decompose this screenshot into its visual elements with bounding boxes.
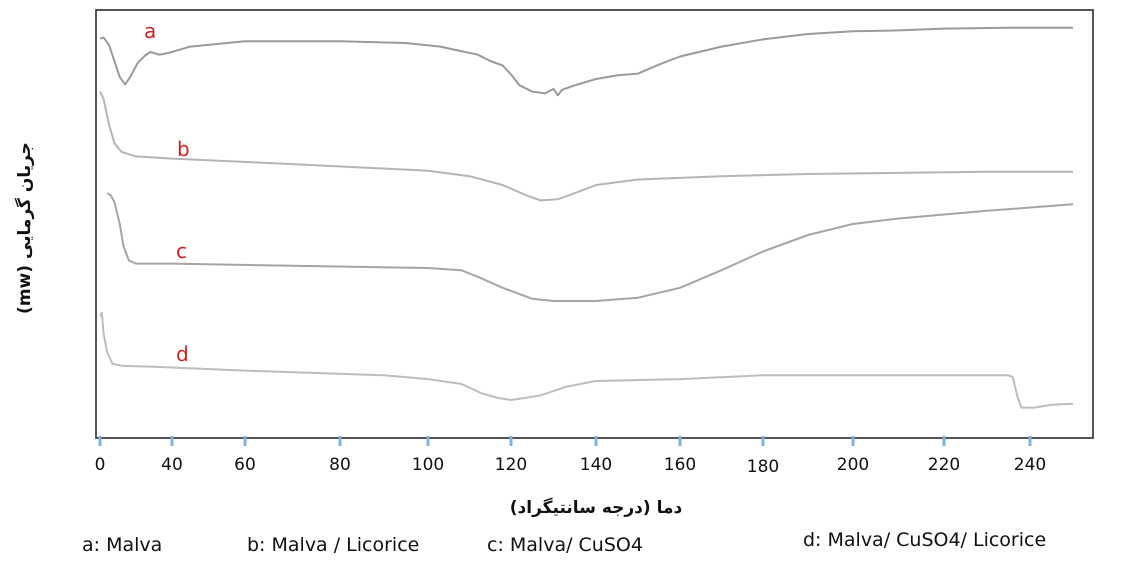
x-tick-label: 160 xyxy=(664,455,696,475)
curve-label-b: b xyxy=(177,137,190,161)
y-axis-title: جریان گرمایی (mw) xyxy=(14,142,35,314)
x-tick-label: 180 xyxy=(747,457,779,477)
x-tick-label: 40 xyxy=(161,455,183,475)
plot-frame xyxy=(95,9,1094,439)
legend-item-c: c: Malva/ CuSO4 xyxy=(487,534,643,556)
curve-label-d: d xyxy=(176,342,189,366)
x-axis-title: دما (درجه سانتیگراد) xyxy=(510,497,683,518)
x-tick-label: 220 xyxy=(928,455,960,475)
x-tick-label: 240 xyxy=(1014,455,1046,475)
curve-labels-group: a b c d xyxy=(144,19,190,366)
x-tick-label: 0 xyxy=(95,455,106,475)
x-tick-label: 60 xyxy=(234,455,256,475)
legend-item-a: a: Malva xyxy=(82,534,163,556)
x-tick-label: 100 xyxy=(412,455,444,475)
curve-a xyxy=(99,26,1073,97)
legend-item-b: b: Malva / Licorice xyxy=(247,534,420,556)
curve-label-a: a xyxy=(144,19,156,43)
x-axis-ticks: 0 40 60 80 100 120 140 160 180 200 220 240 xyxy=(95,436,1046,477)
curve-label-c: c xyxy=(176,239,187,263)
x-tick-label: 120 xyxy=(495,455,527,475)
x-tick-label: 80 xyxy=(329,455,351,475)
legend-item-d: d: Malva/ CuSO4/ Licorice xyxy=(803,529,1047,551)
x-tick-label: 140 xyxy=(580,455,612,475)
curve-b xyxy=(99,91,1073,202)
x-tick-label: 200 xyxy=(837,455,869,475)
curve-c xyxy=(106,192,1074,302)
curve-d xyxy=(99,311,1074,409)
curves-group xyxy=(99,26,1074,409)
